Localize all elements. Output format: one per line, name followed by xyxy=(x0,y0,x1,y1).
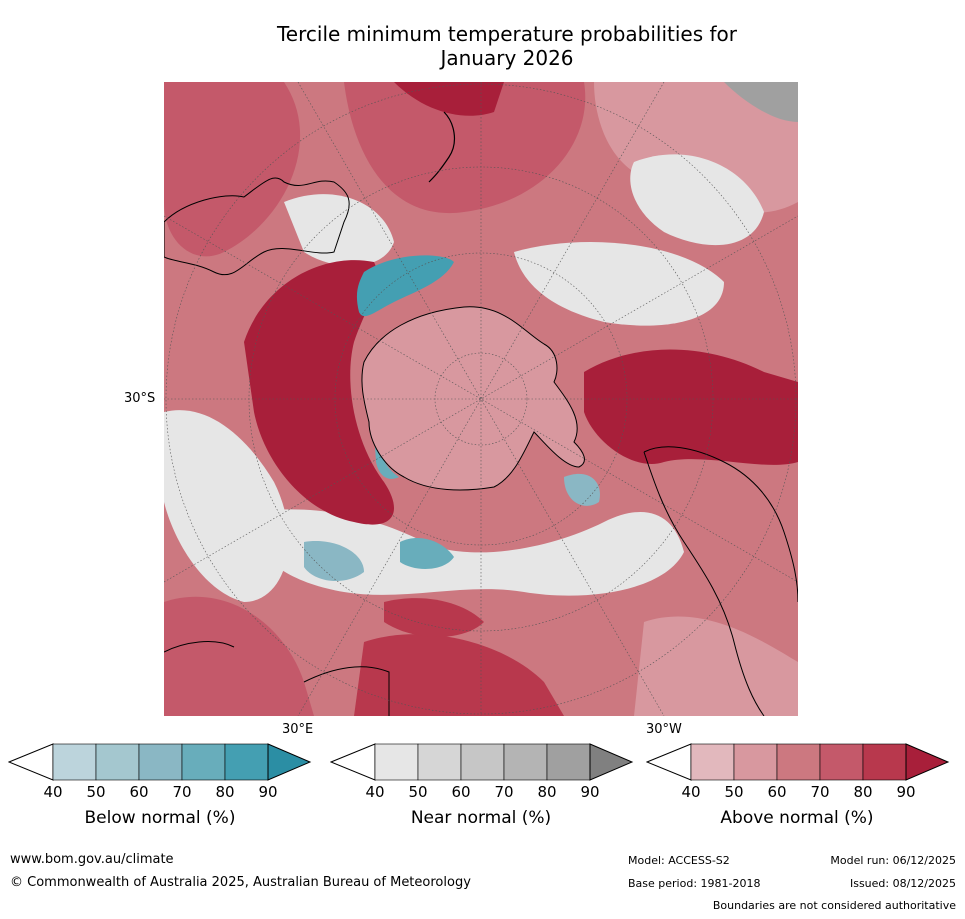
colorbar-segment xyxy=(733,743,778,781)
graticule xyxy=(164,82,798,716)
colorbar-extend-low xyxy=(330,743,376,781)
colorbar-segment xyxy=(138,743,183,781)
colorbar-extend-high xyxy=(267,743,312,781)
colorbar-extend-high xyxy=(589,743,634,781)
colorbar-extend-low xyxy=(8,743,54,781)
tick-label: 60 xyxy=(451,783,471,801)
south-america-outline xyxy=(643,446,798,716)
longitude-label-30w: 30°W xyxy=(646,722,682,737)
title-line-2: January 2026 xyxy=(440,46,574,70)
base-period: Base period: 1981-2018 xyxy=(628,877,761,890)
below-normal-title: Below normal (%) xyxy=(84,808,236,828)
africa-outline xyxy=(164,641,390,716)
probability-map xyxy=(164,82,798,716)
tick-label: 40 xyxy=(681,783,701,801)
copyright-text: © Commonwealth of Australia 2025, Austra… xyxy=(10,875,471,890)
colorbar-segment xyxy=(503,743,548,781)
tick-label: 40 xyxy=(365,783,385,801)
near-normal-colorbar xyxy=(330,743,634,781)
new-zealand-outline xyxy=(428,111,456,183)
tick-label: 60 xyxy=(129,783,149,801)
longitude-label-30e: 30°E xyxy=(282,722,314,737)
australia-outline xyxy=(164,177,350,276)
bom-url-link[interactable]: www.bom.gov.au/climate xyxy=(10,852,174,867)
tick-label: 60 xyxy=(767,783,787,801)
colorbar-segment xyxy=(776,743,821,781)
tick-label: 70 xyxy=(494,783,514,801)
tick-label: 90 xyxy=(580,783,600,801)
model-name: Model: ACCESS-S2 xyxy=(628,854,730,867)
antarctica-outline xyxy=(361,306,585,491)
colorbar-segment xyxy=(546,743,591,781)
latitude-label-30s: 30°S xyxy=(124,391,156,406)
colorbar-segment xyxy=(95,743,140,781)
tick-label: 70 xyxy=(810,783,830,801)
near-normal-title: Near normal (%) xyxy=(410,808,552,828)
colorbar-segment xyxy=(690,743,735,781)
tick-label: 50 xyxy=(86,783,106,801)
colorbar-segment xyxy=(460,743,505,781)
colorbar-segment xyxy=(819,743,864,781)
model-run-date: Model run: 06/12/2025 xyxy=(830,854,956,867)
tick-label: 90 xyxy=(258,783,278,801)
title-line-1: Tercile minimum temperature probabilitie… xyxy=(276,22,738,46)
map-title: Tercile minimum temperature probabilitie… xyxy=(164,22,850,70)
colorbar-segment xyxy=(862,743,907,781)
colorbar-segment xyxy=(224,743,269,781)
tick-label: 50 xyxy=(724,783,744,801)
above-normal-colorbar xyxy=(646,743,950,781)
tick-label: 80 xyxy=(537,783,557,801)
tick-label: 90 xyxy=(896,783,916,801)
tick-label: 40 xyxy=(43,783,63,801)
tick-label: 80 xyxy=(853,783,873,801)
below-normal-colorbar xyxy=(8,743,312,781)
tick-label: 80 xyxy=(215,783,235,801)
colorbar-extend-low xyxy=(646,743,692,781)
issued-date: Issued: 08/12/2025 xyxy=(849,877,956,890)
above-normal-title: Above normal (%) xyxy=(720,808,874,828)
tick-label: 50 xyxy=(408,783,428,801)
boundaries-disclaimer: Boundaries are not considered authoritat… xyxy=(712,899,956,912)
colorbar-segment xyxy=(417,743,462,781)
tick-label: 70 xyxy=(172,783,192,801)
colorbar-segment xyxy=(374,743,419,781)
colorbar-extend-high xyxy=(905,743,950,781)
colorbar-segment xyxy=(52,743,97,781)
colorbar-segment xyxy=(181,743,226,781)
